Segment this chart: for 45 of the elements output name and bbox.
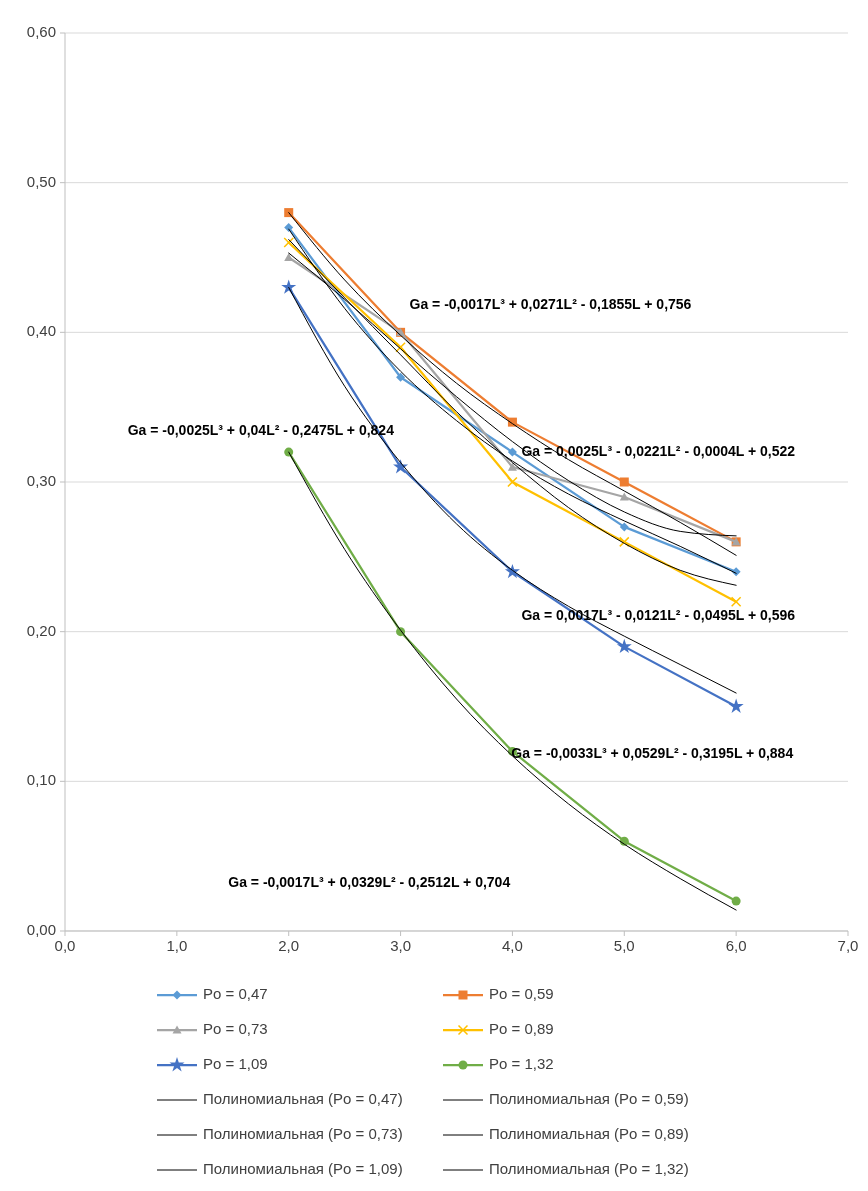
legend-label: Po = 0,73	[203, 1019, 268, 1037]
x-tick-label: 6,0	[725, 937, 747, 954]
point	[619, 536, 630, 548]
point	[283, 237, 294, 248]
legend-label: Полиномиальная (Po = 0,59)	[489, 1089, 689, 1107]
point	[616, 638, 632, 654]
legend-label: Полиномиальная (Po = 0,47)	[203, 1089, 403, 1107]
point	[396, 372, 406, 382]
legend-label: Po = 0,47	[203, 984, 268, 1002]
point	[284, 208, 294, 218]
legend-label: Po = 1,09	[203, 1054, 268, 1072]
x-tick-label: 3,0	[390, 937, 411, 954]
y-tick-label: 0,60	[26, 22, 56, 40]
x-tick-label: 4,0	[502, 937, 523, 954]
legend-label: Полиномиальная (Po = 1,09)	[203, 1159, 403, 1177]
legend-label: Полиномиальная (Po = 0,89)	[489, 1124, 689, 1142]
annotation: Ga = -0,0017L³ + 0,0329L² - 0,2512L + 0,704	[228, 873, 511, 890]
point	[619, 477, 629, 487]
legend-label: Полиномиальная (Po = 1,32)	[489, 1159, 689, 1177]
y-tick-label: 0,30	[26, 471, 56, 489]
y-tick-label: 0,40	[26, 322, 56, 340]
point	[619, 492, 629, 501]
y-tick-label: 0,20	[26, 621, 56, 639]
legend-label: Полиномиальная (Po = 0,73)	[203, 1124, 403, 1142]
point	[619, 522, 629, 532]
y-tick-label: 0,00	[26, 920, 56, 938]
y-tick-label: 0,50	[26, 172, 56, 190]
x-tick-label: 7,0	[837, 937, 859, 954]
legend-label: Po = 1,32	[489, 1054, 554, 1072]
legend-label: Po = 0,59	[489, 984, 554, 1002]
point	[507, 447, 517, 457]
point	[731, 896, 741, 906]
x-tick-label: 5,0	[613, 937, 635, 954]
y-tick-label: 0,10	[26, 771, 56, 789]
point	[728, 698, 744, 713]
x-tick-label: 0,0	[54, 937, 76, 954]
point	[395, 342, 406, 353]
point	[730, 596, 742, 607]
legend-label: Po = 0,89	[489, 1019, 554, 1037]
point	[507, 476, 518, 488]
point	[507, 462, 517, 471]
point	[284, 223, 294, 233]
x-tick-label: 2,0	[278, 937, 300, 954]
annotation: Ga = -0,0017L³ + 0,0271L² - 0,1855L + 0,756	[409, 296, 692, 313]
x-tick-label: 1,0	[166, 937, 188, 954]
